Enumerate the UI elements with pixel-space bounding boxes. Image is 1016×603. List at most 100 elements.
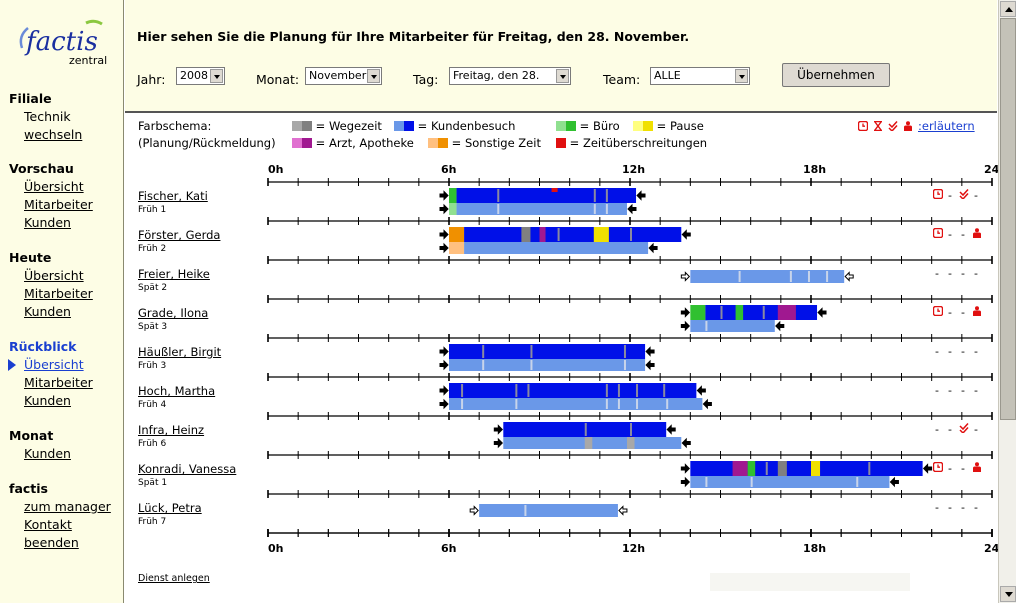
person-icon[interactable] bbox=[970, 462, 983, 475]
person-icon[interactable] bbox=[970, 306, 983, 319]
legend-explain: :erläutern bbox=[857, 119, 975, 133]
hourglass-icon bbox=[873, 120, 883, 132]
activity-segment bbox=[777, 305, 796, 320]
person-icon[interactable] bbox=[970, 228, 983, 241]
activity-segment bbox=[449, 383, 697, 398]
check-icon[interactable] bbox=[957, 188, 970, 202]
legend-item: = Kundenbesuch bbox=[394, 119, 515, 133]
end-arrow-icon bbox=[636, 190, 646, 201]
activity-segment bbox=[464, 242, 649, 254]
sidebar-link[interactable]: Kunden bbox=[24, 304, 71, 319]
start-arrow-icon bbox=[439, 242, 449, 254]
status-empty: - bbox=[974, 267, 979, 280]
chevron-down-icon bbox=[735, 69, 748, 83]
status-empty: - bbox=[974, 345, 979, 358]
start-arrow-icon bbox=[439, 385, 449, 396]
day-value: Freitag, den 28. bbox=[453, 69, 540, 82]
activity-gap bbox=[738, 271, 741, 282]
shift-label: Früh 1 bbox=[138, 205, 167, 215]
end-arrow-icon bbox=[681, 437, 691, 449]
start-arrow-icon bbox=[493, 424, 504, 435]
scroll-up-arrow-icon[interactable] bbox=[1000, 1, 1016, 17]
clock-icon[interactable] bbox=[931, 227, 944, 241]
end-arrow-icon bbox=[817, 307, 827, 318]
sidebar-link[interactable]: Übersicht bbox=[24, 268, 84, 283]
status-indicators: --- bbox=[931, 422, 983, 436]
sidebar-section: factis zum manager Kontakt beenden bbox=[9, 480, 111, 552]
status-empty: - bbox=[935, 384, 940, 397]
employee-name-link[interactable]: Lück, Petra bbox=[138, 501, 202, 515]
sidebar-link[interactable]: zum manager bbox=[24, 499, 111, 514]
status-empty: - bbox=[948, 423, 953, 436]
scroll-thumb[interactable] bbox=[1000, 18, 1016, 420]
sidebar-link[interactable]: Mitarbeiter bbox=[24, 197, 93, 212]
legend-label: = Sonstige Zeit bbox=[451, 136, 541, 150]
employee-name-link[interactable]: Hoch, Martha bbox=[138, 384, 216, 398]
employee-name-link[interactable]: Infra, Heinz bbox=[138, 423, 205, 437]
create-shift-link[interactable]: Dienst anlegen bbox=[138, 573, 210, 584]
status-indicators: -- bbox=[931, 188, 983, 202]
clock-icon[interactable] bbox=[931, 188, 944, 202]
sidebar-link[interactable]: Kontakt bbox=[24, 517, 72, 532]
activity-gap bbox=[663, 384, 666, 397]
sidebar-link[interactable]: Übersicht bbox=[24, 179, 84, 194]
factis-logo[interactable]: factis zentral bbox=[14, 18, 114, 70]
employee-name-link[interactable]: Häußler, Birgit bbox=[138, 345, 222, 359]
sidebar-link[interactable]: Mitarbeiter bbox=[24, 286, 93, 301]
legend-swatch-plan bbox=[633, 121, 643, 131]
activity-segment bbox=[449, 398, 703, 410]
month-select[interactable]: November bbox=[305, 67, 382, 85]
activity-gap bbox=[593, 189, 596, 202]
status-empty: - bbox=[961, 345, 966, 358]
employee-name-link[interactable]: Freier, Heike bbox=[138, 267, 210, 281]
shift-label: Früh 3 bbox=[138, 361, 167, 371]
activity-gap bbox=[515, 384, 518, 397]
start-arrow-icon bbox=[680, 476, 691, 488]
team-select[interactable]: ALLE bbox=[650, 67, 750, 85]
bottom-axis-tick-label: 0h bbox=[268, 542, 284, 555]
clock-icon[interactable] bbox=[931, 461, 944, 475]
employee-name-link[interactable]: Förster, Gerda bbox=[138, 228, 221, 242]
sidebar-link[interactable]: Kunden bbox=[24, 446, 71, 461]
sidebar-link[interactable]: wechseln bbox=[24, 127, 83, 142]
employee-name-link[interactable]: Konradi, Vanessa bbox=[138, 462, 237, 476]
start-arrow-icon bbox=[680, 271, 691, 282]
bottom-axis-tick-label: 12h bbox=[622, 542, 645, 555]
team-value: ALLE bbox=[654, 69, 681, 82]
end-arrow-icon bbox=[648, 242, 658, 254]
day-select[interactable]: Freitag, den 28. bbox=[449, 67, 571, 85]
status-empty: - bbox=[974, 384, 979, 397]
sidebar-link[interactable]: Mitarbeiter bbox=[24, 375, 93, 390]
check-icon[interactable] bbox=[957, 422, 970, 436]
activity-gap bbox=[705, 321, 708, 331]
sidebar-link[interactable]: Kunden bbox=[24, 393, 71, 408]
year-select[interactable]: 2008 bbox=[176, 67, 225, 85]
legend-item: = Pause bbox=[633, 119, 704, 133]
activity-gap bbox=[605, 204, 608, 214]
bottom-axis-tick-label: 6h bbox=[441, 542, 457, 555]
sidebar-link[interactable]: Technik bbox=[24, 109, 71, 124]
vertical-scrollbar[interactable] bbox=[998, 0, 1016, 603]
scroll-down-arrow-icon[interactable] bbox=[1000, 586, 1016, 602]
person-icon bbox=[903, 120, 913, 131]
legend-swatch-real bbox=[302, 138, 312, 148]
status-placeholder bbox=[710, 573, 910, 591]
activity-segment bbox=[521, 227, 531, 242]
status-empty: - bbox=[935, 345, 940, 358]
legend-swatch-plan bbox=[292, 121, 302, 131]
activity-gap bbox=[605, 189, 608, 202]
status-empty: - bbox=[948, 189, 953, 202]
employee-name-link[interactable]: Grade, Ilona bbox=[138, 306, 209, 320]
apply-button[interactable]: Übernehmen bbox=[782, 63, 890, 87]
sidebar-link[interactable]: Übersicht bbox=[24, 357, 84, 372]
activity-segment bbox=[539, 227, 546, 242]
sidebar-link[interactable]: beenden bbox=[24, 535, 79, 550]
explain-link[interactable]: :erläutern bbox=[918, 119, 975, 133]
clock-icon[interactable] bbox=[931, 305, 944, 319]
activity-gap bbox=[856, 477, 859, 487]
end-arrow-icon bbox=[889, 476, 899, 488]
status-empty: - bbox=[974, 501, 979, 514]
sidebar-link[interactable]: Kunden bbox=[24, 215, 71, 230]
employee-name-link[interactable]: Fischer, Kati bbox=[138, 189, 208, 203]
